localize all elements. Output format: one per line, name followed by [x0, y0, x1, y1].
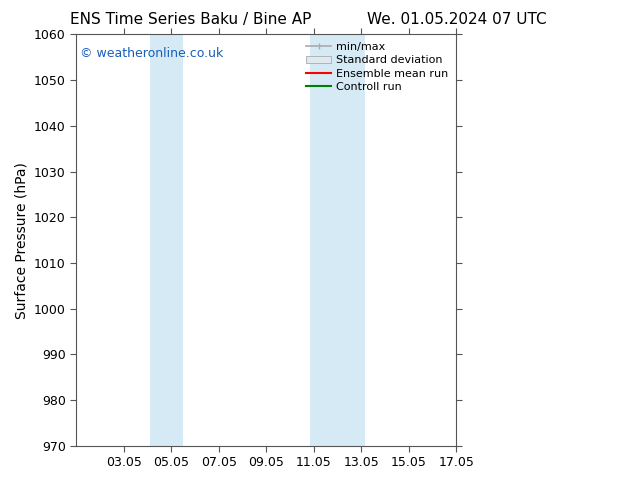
Text: © weatheronline.co.uk: © weatheronline.co.uk [80, 47, 223, 60]
Legend: min/max, Standard deviation, Ensemble mean run, Controll run: min/max, Standard deviation, Ensemble me… [302, 38, 453, 97]
Text: We. 01.05.2024 07 UTC: We. 01.05.2024 07 UTC [366, 12, 547, 27]
Bar [150, 34, 183, 446]
Bar [337, 34, 365, 446]
Bar [310, 34, 337, 446]
Y-axis label: Surface Pressure (hPa): Surface Pressure (hPa) [14, 162, 29, 318]
Text: ENS Time Series Baku / Bine AP: ENS Time Series Baku / Bine AP [70, 12, 311, 27]
